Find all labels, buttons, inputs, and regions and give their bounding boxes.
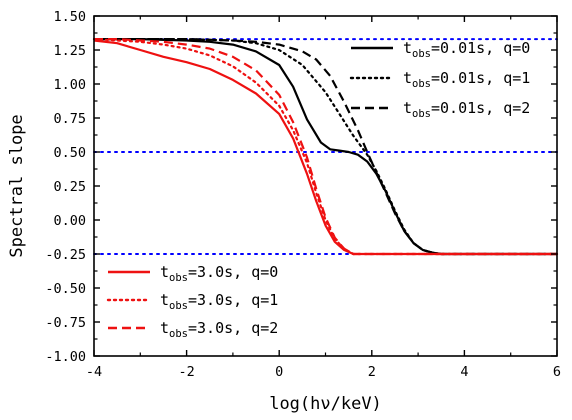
legend-top-right: tobs=0.01s, q=0 tobs=0.01s, q=1 tobs=0.01s…	[349, 39, 530, 120]
legend-label: tobs=0.01s, q=2	[403, 99, 530, 120]
legend-label: tobs=0.01s, q=0	[403, 39, 530, 60]
y-tick-label: -0.75	[45, 315, 86, 331]
legend-label: tobs=3.0s, q=1	[160, 291, 278, 312]
y-tick-label: 0.75	[53, 111, 86, 127]
series-layer	[92, 38, 559, 256]
x-tick-label: -4	[86, 364, 102, 380]
y-tick-label: -0.50	[45, 281, 86, 297]
series-line-5	[94, 38, 557, 256]
y-axis-label: Spectral slope	[7, 114, 27, 257]
x-tick-label: 2	[368, 364, 376, 380]
y-tick-label: -1.00	[45, 349, 86, 365]
x-tick-label: 4	[460, 364, 468, 380]
y-tick-label: 0.25	[53, 179, 86, 195]
y-tick-label: 0.00	[53, 213, 86, 229]
y-tick-label: 1.00	[53, 77, 86, 93]
y-tick-label: 0.50	[53, 145, 86, 161]
legend-label: tobs=0.01s, q=1	[403, 69, 530, 90]
axis-ticks: -1.00 -0.75 -0.50 -0.25 0.00 0.25 0.50 0.75 1.00…	[45, 9, 561, 380]
x-tick-label: 0	[275, 364, 283, 380]
legend-bottom-left: tobs=3.0s, q=0 tobs=3.0s, q=1 tobs=3.0s, q…	[106, 263, 278, 340]
x-axis-label: log(hν/keV)	[269, 394, 382, 414]
y-tick-label: 1.25	[53, 43, 86, 59]
x-tick-label: 6	[553, 364, 561, 380]
legend-label: tobs=3.0s, q=2	[160, 319, 278, 340]
legend: tobs=0.01s, q=0 tobs=0.01s, q=1 tobs=0.01s…	[106, 39, 530, 340]
series-line-0	[94, 38, 557, 256]
x-tick-label: -2	[178, 364, 194, 380]
series-line-2	[94, 38, 557, 256]
y-tick-label: 1.50	[53, 9, 86, 25]
y-tick-label: -0.25	[45, 247, 86, 263]
series-line-4	[92, 38, 559, 256]
legend-label: tobs=3.0s, q=0	[160, 263, 278, 284]
